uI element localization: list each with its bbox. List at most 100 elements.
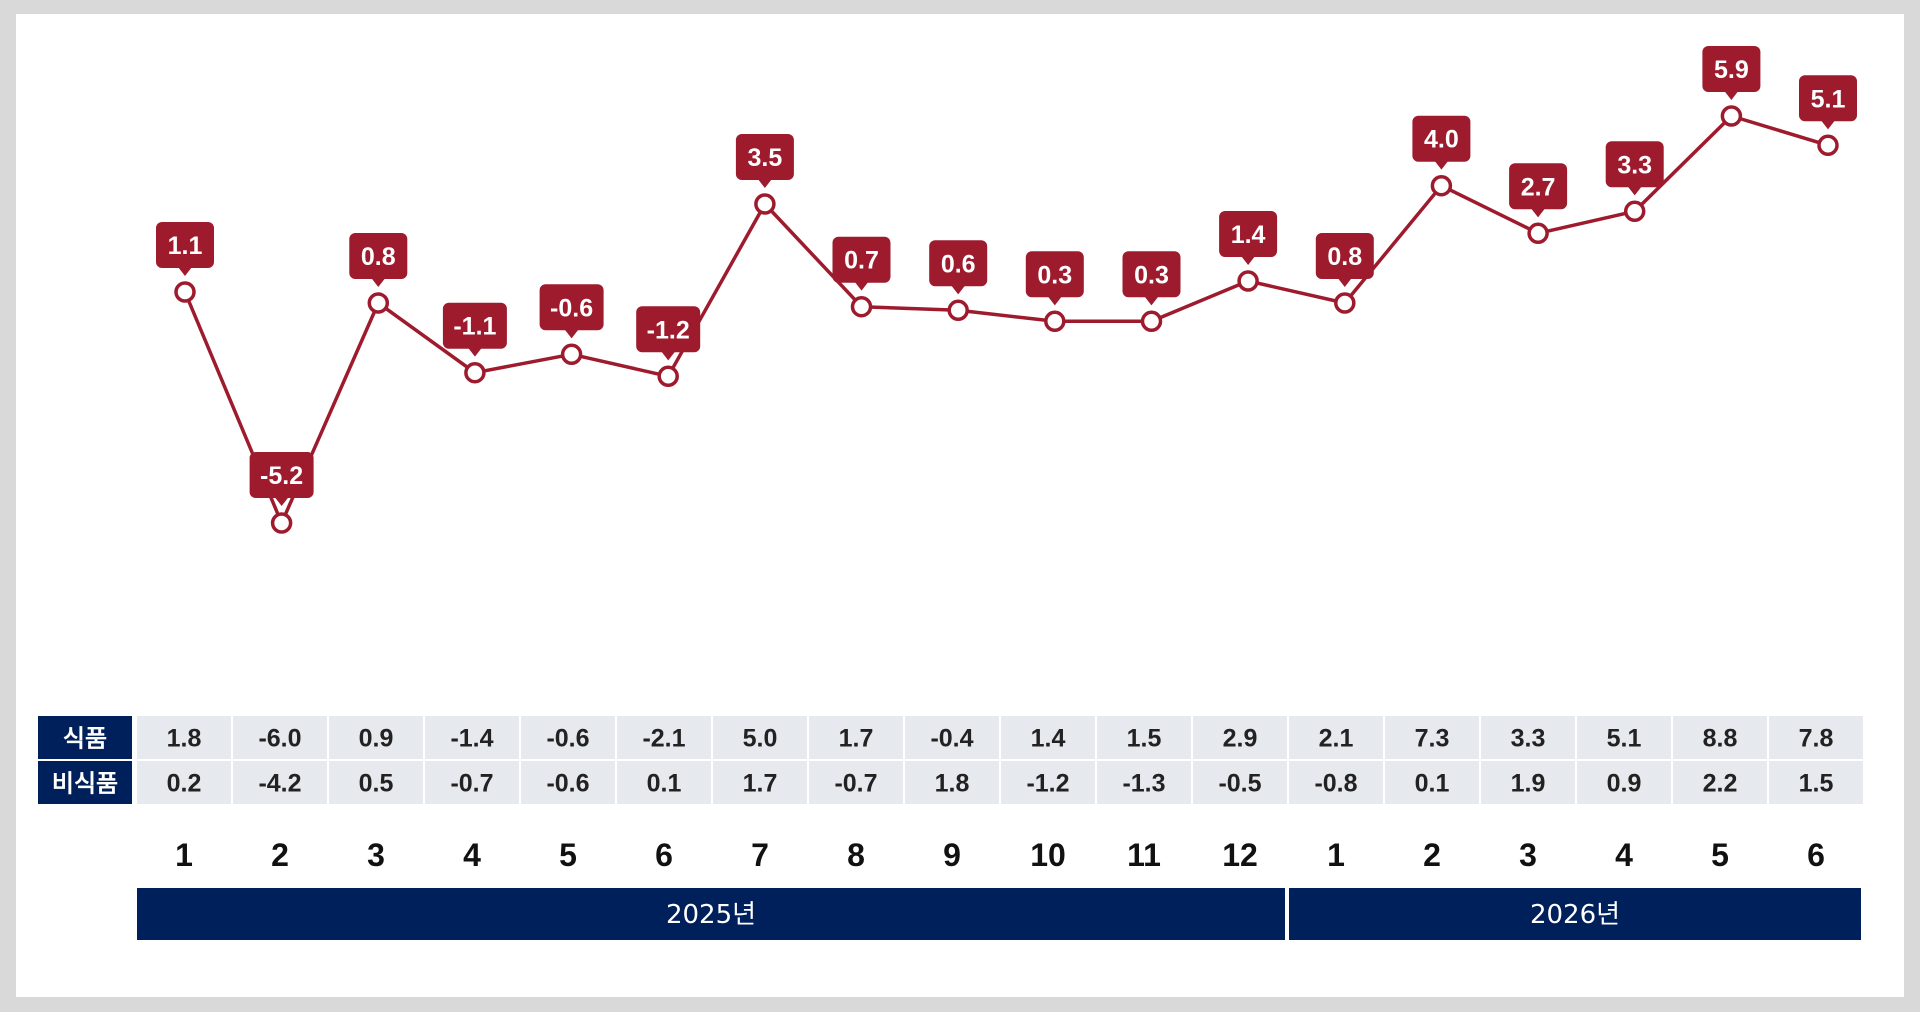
data-label-box [1702,46,1761,92]
month-tick-label: 7 [751,837,769,873]
data-label: 0.8 [361,243,396,271]
table-cell: 2.2 [1703,770,1738,798]
table-cell-bg [1481,761,1575,804]
table-cell: -6.0 [258,725,301,753]
year-axis: 2025년 2026년 [137,888,1861,940]
table-cell-bg [809,716,903,759]
table-cell: 0.2 [167,770,202,798]
table-cell-bg [713,716,807,759]
table-cell-bg [1097,716,1191,759]
table-cell-bg [809,761,903,804]
data-label: 0.3 [1134,261,1169,289]
table-cell: -1.3 [1122,770,1165,798]
data-point [1237,270,1259,292]
data-label: 1.4 [1231,221,1266,249]
table-cell: 2.9 [1223,725,1258,753]
year-band [137,888,1285,940]
data-label: 0.7 [844,247,879,275]
month-tick-label: 1 [175,837,193,873]
data-label-box [735,134,794,180]
table-cell-bg [1193,716,1287,759]
table-cell-bg [1193,761,1287,804]
data-label-box [442,302,507,349]
month-tick-label: 4 [1615,837,1633,873]
table-cell: 0.1 [647,770,682,798]
table-cell: -1.2 [1026,770,1069,798]
table-cell-bg [233,716,327,759]
table-cell: -0.8 [1314,770,1357,798]
month-tick-label: 2 [271,837,289,873]
month-tick-label: 1 [1327,837,1345,873]
data-label-box [1219,211,1278,257]
data-label-pointer [1047,296,1062,306]
month-tick-label: 3 [367,837,385,873]
table-cell: -0.5 [1218,770,1261,798]
table-cell-bg [521,761,615,804]
data-point [850,295,873,318]
table-cell-bg [1577,761,1671,804]
table-cell: 1.9 [1511,770,1546,798]
data-label-box [832,236,891,283]
month-tick-label: 4 [463,837,481,873]
data-label-box [929,240,988,287]
month-tick-label: 3 [1519,837,1537,873]
data-label-box [1412,115,1471,162]
month-tick-label: 10 [1030,837,1066,873]
table-cell-bg [1385,761,1479,804]
data-label: -1.1 [453,313,496,341]
table-cell-bg [425,716,519,759]
data-point [367,292,390,314]
table-cell: 0.9 [1607,770,1642,798]
year-band [1289,888,1861,940]
table-cell-bg [617,716,711,759]
year-label: 2026년 [1530,900,1620,930]
table-cell: -0.7 [834,770,877,798]
table-row-header: 비식품 [52,770,118,798]
table-cell: 1.7 [839,725,874,753]
table-cell-bg [713,761,807,804]
table-cell: 0.9 [359,725,394,753]
data-label-pointer [564,329,579,339]
data-label-box [1122,251,1181,298]
data-label-box [1315,233,1374,279]
table-cell-bg [617,761,711,804]
data-label-box [249,452,314,498]
table-cell-bg [1097,761,1191,804]
data-label-box [539,284,604,331]
data-label: 2.7 [1521,173,1556,201]
value-table: 식품 1.8 -6.0 0.9 -1.4 -0.6 -2.1 5.0 1.7 -0.4 1.4 1.5… [38,716,1863,804]
data-point [1623,200,1646,223]
table-cell: -0.6 [546,770,589,798]
table-cell: 5.1 [1607,725,1642,753]
data-label-pointer [757,179,772,188]
data-point [174,281,196,303]
table-row-header: 식품 [63,725,107,753]
table-cell-bg [1289,761,1383,804]
table-cell-bg [1001,716,1095,759]
data-point [560,343,583,366]
data-label-pointer [1337,278,1352,287]
data-label-box [636,306,701,353]
month-tick-label: 11 [1127,837,1161,873]
table-cell-bg [329,761,423,804]
table-cell: -0.4 [930,725,973,753]
data-point [1044,310,1066,333]
data-label-pointer [1144,296,1159,306]
data-label-pointer [371,278,386,287]
table-cell-bg [425,761,519,804]
month-tick-label: 6 [1807,837,1825,873]
data-label: 4.0 [1424,126,1459,154]
data-label-pointer [1434,160,1449,170]
data-label-box [1799,75,1857,122]
table-cell-bg [137,716,231,759]
table-cell: 8.8 [1703,725,1738,753]
year-label: 2025년 [666,900,756,930]
table-cell-bg [905,716,999,759]
line-layer [183,114,1829,525]
data-label-pointer [1724,91,1739,100]
table-cell-bg [1481,716,1575,759]
data-point [1817,134,1839,157]
table-cell: 1.7 [743,770,778,798]
data-label: 5.1 [1811,85,1846,113]
table-cell: 1.4 [1031,725,1066,753]
